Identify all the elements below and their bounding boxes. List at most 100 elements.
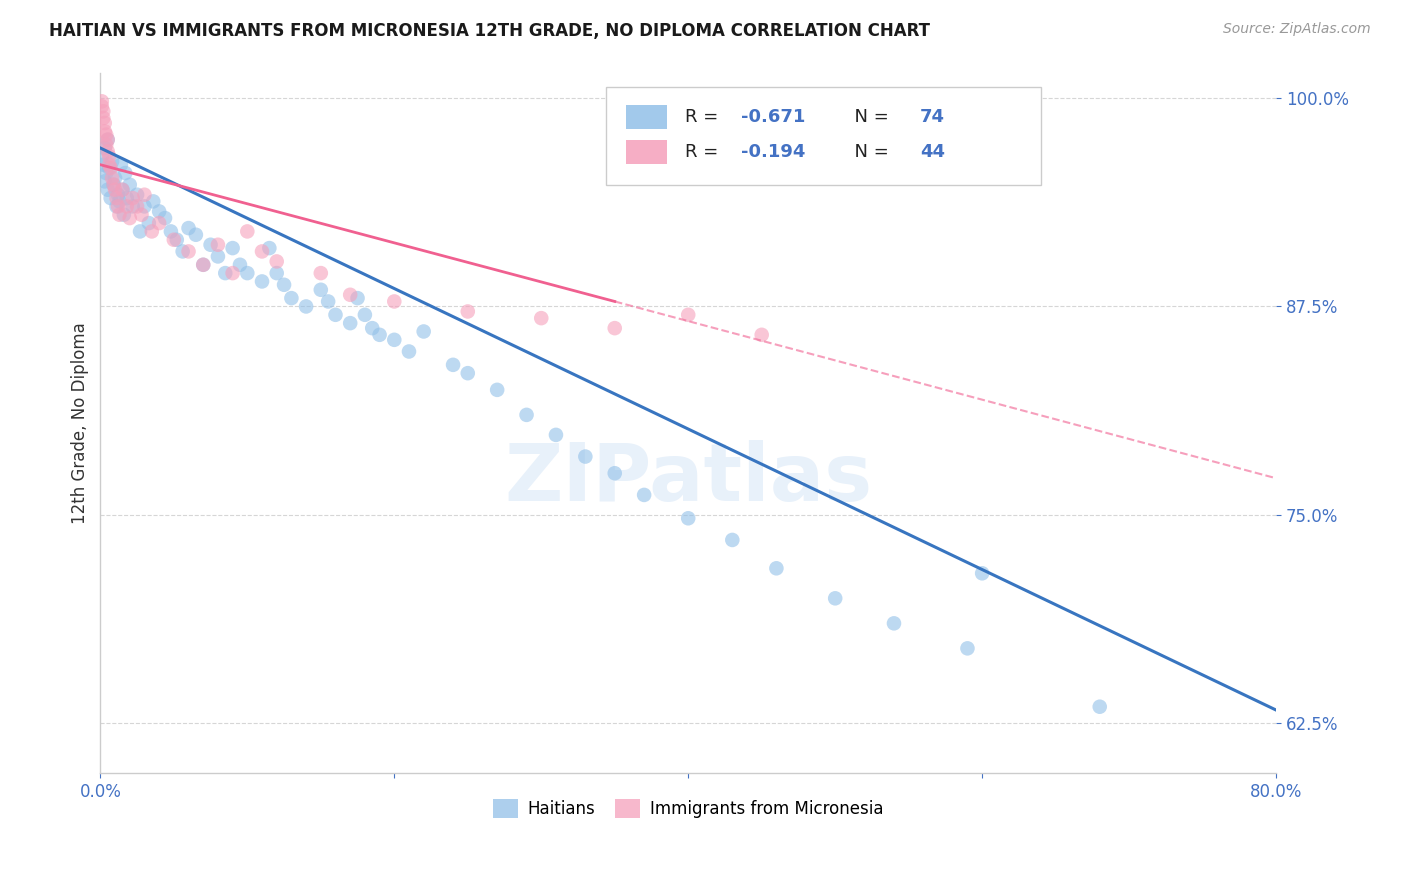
Point <box>956 641 979 656</box>
Point <box>544 428 567 442</box>
Point <box>141 224 163 238</box>
Point <box>107 199 129 213</box>
Point <box>236 266 259 280</box>
Text: Source: ZipAtlas.com: Source: ZipAtlas.com <box>1223 22 1371 37</box>
Point <box>108 208 131 222</box>
Point <box>118 211 141 225</box>
Point <box>104 183 127 197</box>
Point <box>382 333 405 347</box>
Point <box>412 325 434 339</box>
Point <box>101 171 124 186</box>
Point <box>103 178 125 192</box>
Point <box>516 408 538 422</box>
Point <box>98 158 121 172</box>
Point <box>94 124 117 138</box>
Point <box>177 244 200 259</box>
Point <box>160 224 183 238</box>
Point <box>96 137 118 152</box>
Point <box>530 311 553 326</box>
Point <box>90 99 112 113</box>
Point <box>172 244 194 259</box>
Point <box>751 327 773 342</box>
Legend: Haitians, Immigrants from Micronesia: Haitians, Immigrants from Micronesia <box>486 792 890 824</box>
Point <box>193 258 215 272</box>
Point <box>131 208 153 222</box>
Point <box>111 183 134 197</box>
Point <box>101 154 124 169</box>
Point <box>250 275 273 289</box>
Point <box>98 149 121 163</box>
Point <box>148 216 170 230</box>
Point <box>354 308 377 322</box>
Point <box>824 591 846 606</box>
Point <box>361 321 384 335</box>
Text: HAITIAN VS IMMIGRANTS FROM MICRONESIA 12TH GRADE, NO DIPLOMA CORRELATION CHART: HAITIAN VS IMMIGRANTS FROM MICRONESIA 12… <box>49 22 931 40</box>
Point <box>676 308 699 322</box>
Point <box>138 216 160 230</box>
Point <box>457 366 479 380</box>
Point <box>765 561 787 575</box>
Point <box>368 327 391 342</box>
Point <box>91 111 114 125</box>
Point <box>221 241 243 255</box>
Y-axis label: 12th Grade, No Diploma: 12th Grade, No Diploma <box>72 322 89 524</box>
Point <box>382 294 405 309</box>
Point <box>280 291 302 305</box>
Point <box>207 237 229 252</box>
Point <box>229 258 252 272</box>
Text: -0.671: -0.671 <box>741 108 806 126</box>
Point <box>166 233 188 247</box>
Point <box>129 224 152 238</box>
Point <box>97 145 120 159</box>
Point <box>486 383 509 397</box>
Point <box>259 241 281 255</box>
Point <box>90 95 112 109</box>
Point <box>266 266 288 280</box>
Point <box>346 291 368 305</box>
Point <box>603 321 626 335</box>
Point <box>98 161 121 175</box>
Point <box>127 187 149 202</box>
Point <box>127 199 149 213</box>
Point <box>184 227 207 242</box>
Point <box>309 266 332 280</box>
Point <box>114 166 136 180</box>
Point <box>105 191 128 205</box>
FancyBboxPatch shape <box>626 140 666 164</box>
Text: R =: R = <box>685 108 724 126</box>
Point <box>94 116 117 130</box>
FancyBboxPatch shape <box>606 87 1040 185</box>
Point <box>339 287 361 301</box>
FancyBboxPatch shape <box>626 105 666 129</box>
Point <box>100 191 122 205</box>
Point <box>112 208 135 222</box>
Point <box>266 254 288 268</box>
Point <box>91 104 114 119</box>
Point <box>200 237 222 252</box>
Point <box>142 194 165 209</box>
Point <box>398 344 420 359</box>
Point <box>104 171 127 186</box>
Point <box>441 358 464 372</box>
Point <box>309 283 332 297</box>
Point <box>221 266 243 280</box>
Point <box>134 199 156 213</box>
Point <box>91 158 114 172</box>
Point <box>97 133 120 147</box>
Point <box>96 166 118 180</box>
Point <box>574 450 596 464</box>
Point <box>97 183 120 197</box>
Point <box>103 178 125 192</box>
Point <box>193 258 215 272</box>
Point <box>177 221 200 235</box>
Point <box>316 294 339 309</box>
Point <box>721 533 744 547</box>
Point <box>883 616 905 631</box>
Point <box>163 233 186 247</box>
Point <box>273 277 295 292</box>
Point <box>100 161 122 175</box>
Point <box>633 488 655 502</box>
Point <box>94 141 117 155</box>
Point <box>603 467 626 481</box>
Point <box>676 511 699 525</box>
